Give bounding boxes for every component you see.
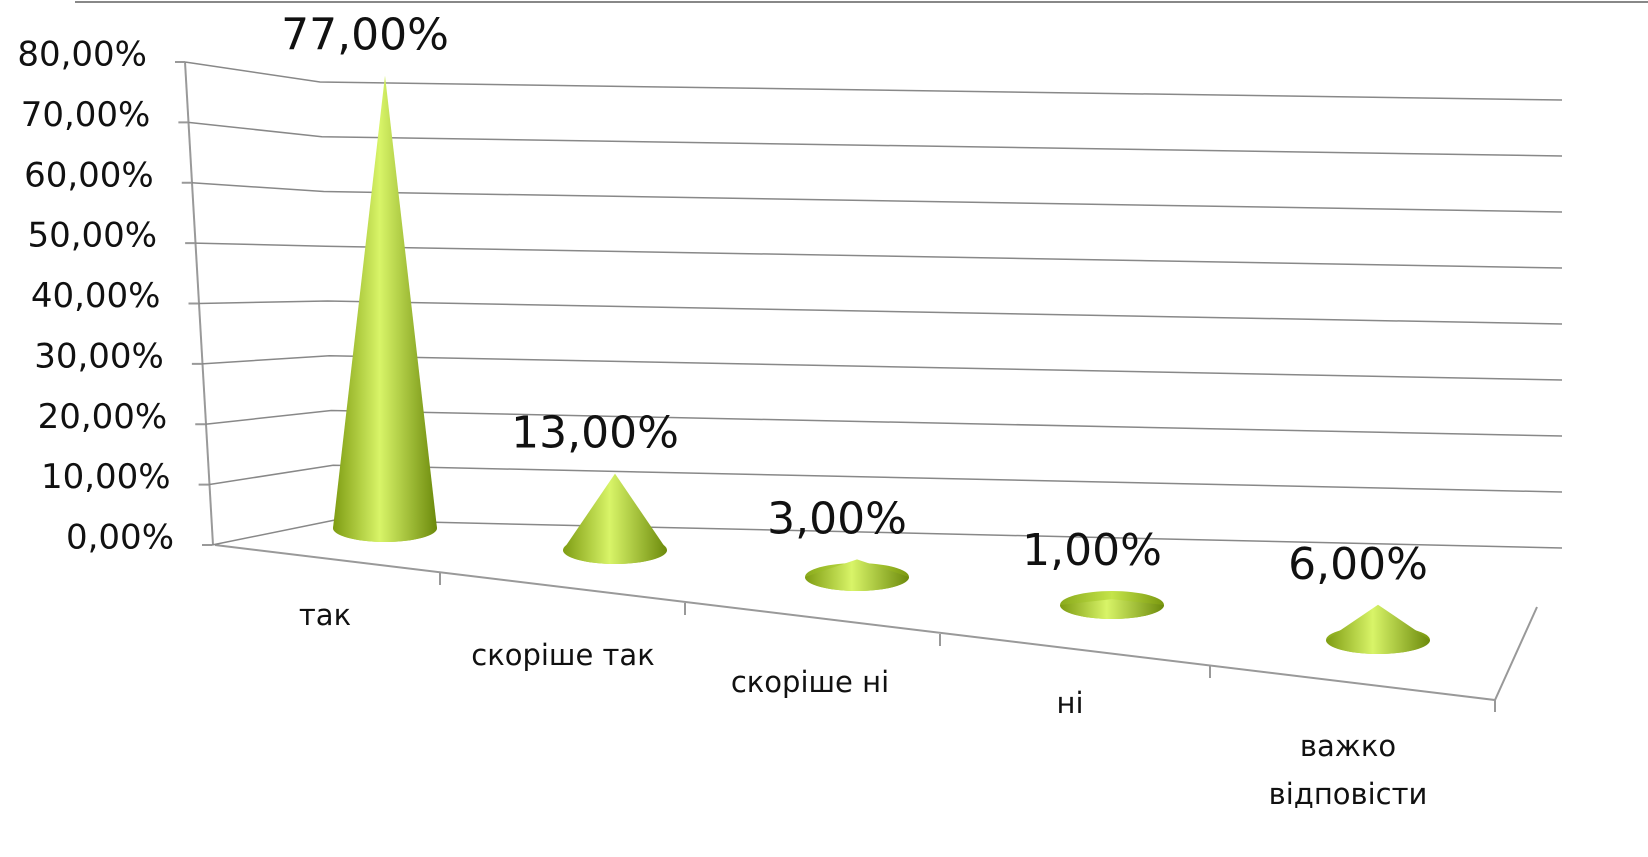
y-tick-label: 50,00%: [27, 216, 157, 256]
grid-line: [198, 300, 1563, 325]
cone-body: [805, 559, 909, 591]
grid-line: [205, 409, 1563, 437]
y-tick-label: 30,00%: [34, 336, 164, 376]
grid-line: [195, 242, 1563, 269]
y-tick-label: 0,00%: [66, 518, 174, 558]
cone-body: [563, 473, 667, 564]
x-tick-label: скоріше ні: [730, 665, 890, 699]
value-label: 1,00%: [1022, 525, 1162, 576]
cone: [563, 473, 667, 564]
y-tick-label: 60,00%: [24, 155, 154, 195]
y-tick-label: 10,00%: [41, 457, 171, 497]
x-tick-label: скоріше так: [471, 638, 655, 672]
y-tick-label: 20,00%: [38, 397, 168, 437]
grid-line: [184, 61, 1563, 101]
y-tick-label: 40,00%: [31, 276, 161, 316]
y-tick-label: 70,00%: [21, 95, 151, 135]
value-label: 6,00%: [1288, 539, 1428, 590]
cone: [805, 559, 909, 591]
cone: [1326, 604, 1430, 654]
cone-body: [1060, 599, 1164, 619]
grid-line: [201, 354, 1563, 381]
x-tick-label: важко відповісти: [1268, 729, 1428, 811]
cone: [1060, 591, 1164, 619]
grid-line: [208, 464, 1563, 493]
grid-line: [188, 121, 1563, 157]
value-label: 77,00%: [281, 10, 449, 61]
cone: [333, 75, 437, 542]
value-label: 3,00%: [767, 493, 907, 544]
cone-body: [1326, 604, 1430, 654]
grid-line: [191, 182, 1563, 213]
value-label: 13,00%: [511, 408, 679, 459]
x-tick-label: так: [298, 598, 352, 632]
x-tick-label: ні: [1056, 686, 1084, 720]
cone-body: [333, 75, 437, 542]
y-tick-label: 80,00%: [17, 35, 147, 75]
